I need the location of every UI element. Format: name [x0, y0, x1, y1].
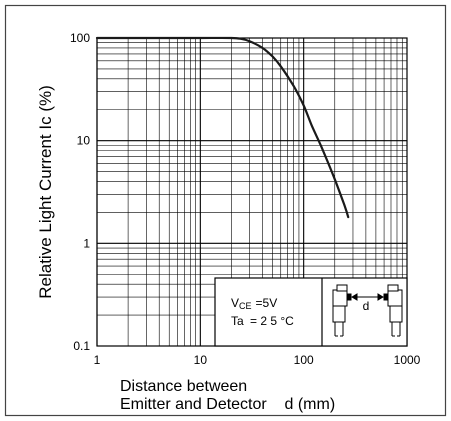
emitter-detector-diagram [332, 284, 403, 337]
ta-text: Ta = 2 5 °C [231, 314, 294, 328]
y-tick-labels: 0.1 1 10 100 [70, 31, 90, 353]
x-tick-label: 10 [194, 353, 208, 367]
detector-lens [383, 293, 389, 301]
detector-base [389, 305, 403, 323]
emitter-base [332, 305, 346, 323]
y-axis-title: Relative Light Current Ic (%) [36, 85, 55, 299]
x-tick-label: 100 [294, 353, 314, 367]
y-tick-label: 1 [83, 236, 90, 250]
emitter-lens [346, 293, 352, 301]
y-tick-label: 10 [77, 134, 91, 148]
detector-body [387, 289, 403, 307]
x-axis-title-line1: Distance between [120, 378, 247, 395]
distance-label: d [363, 299, 370, 313]
y-tick-label: 100 [70, 31, 90, 45]
emitter-pins [334, 322, 344, 337]
outer-border [4, 4, 447, 417]
detector-head [387, 284, 399, 292]
emitter-body [332, 289, 348, 307]
x-tick-label: 1 [94, 353, 101, 367]
vce-text: VCE =5V [231, 296, 277, 311]
series-line [95, 36, 350, 219]
arrow-head-right [377, 293, 384, 301]
x-tick-label: 1000 [394, 353, 421, 367]
x-axis-title-line2: Emitter and Detector d (mm) [120, 396, 335, 413]
arrow-head-left [351, 293, 358, 301]
inset-box [214, 277, 408, 347]
y-tick-label: 0.1 [73, 339, 90, 353]
emitter-head [336, 284, 348, 292]
detector-pins [391, 322, 401, 337]
x-tick-labels: 1 10 100 1000 [94, 353, 421, 367]
conditions-inset: VCE =5V Ta = 2 5 °C d [214, 277, 408, 347]
